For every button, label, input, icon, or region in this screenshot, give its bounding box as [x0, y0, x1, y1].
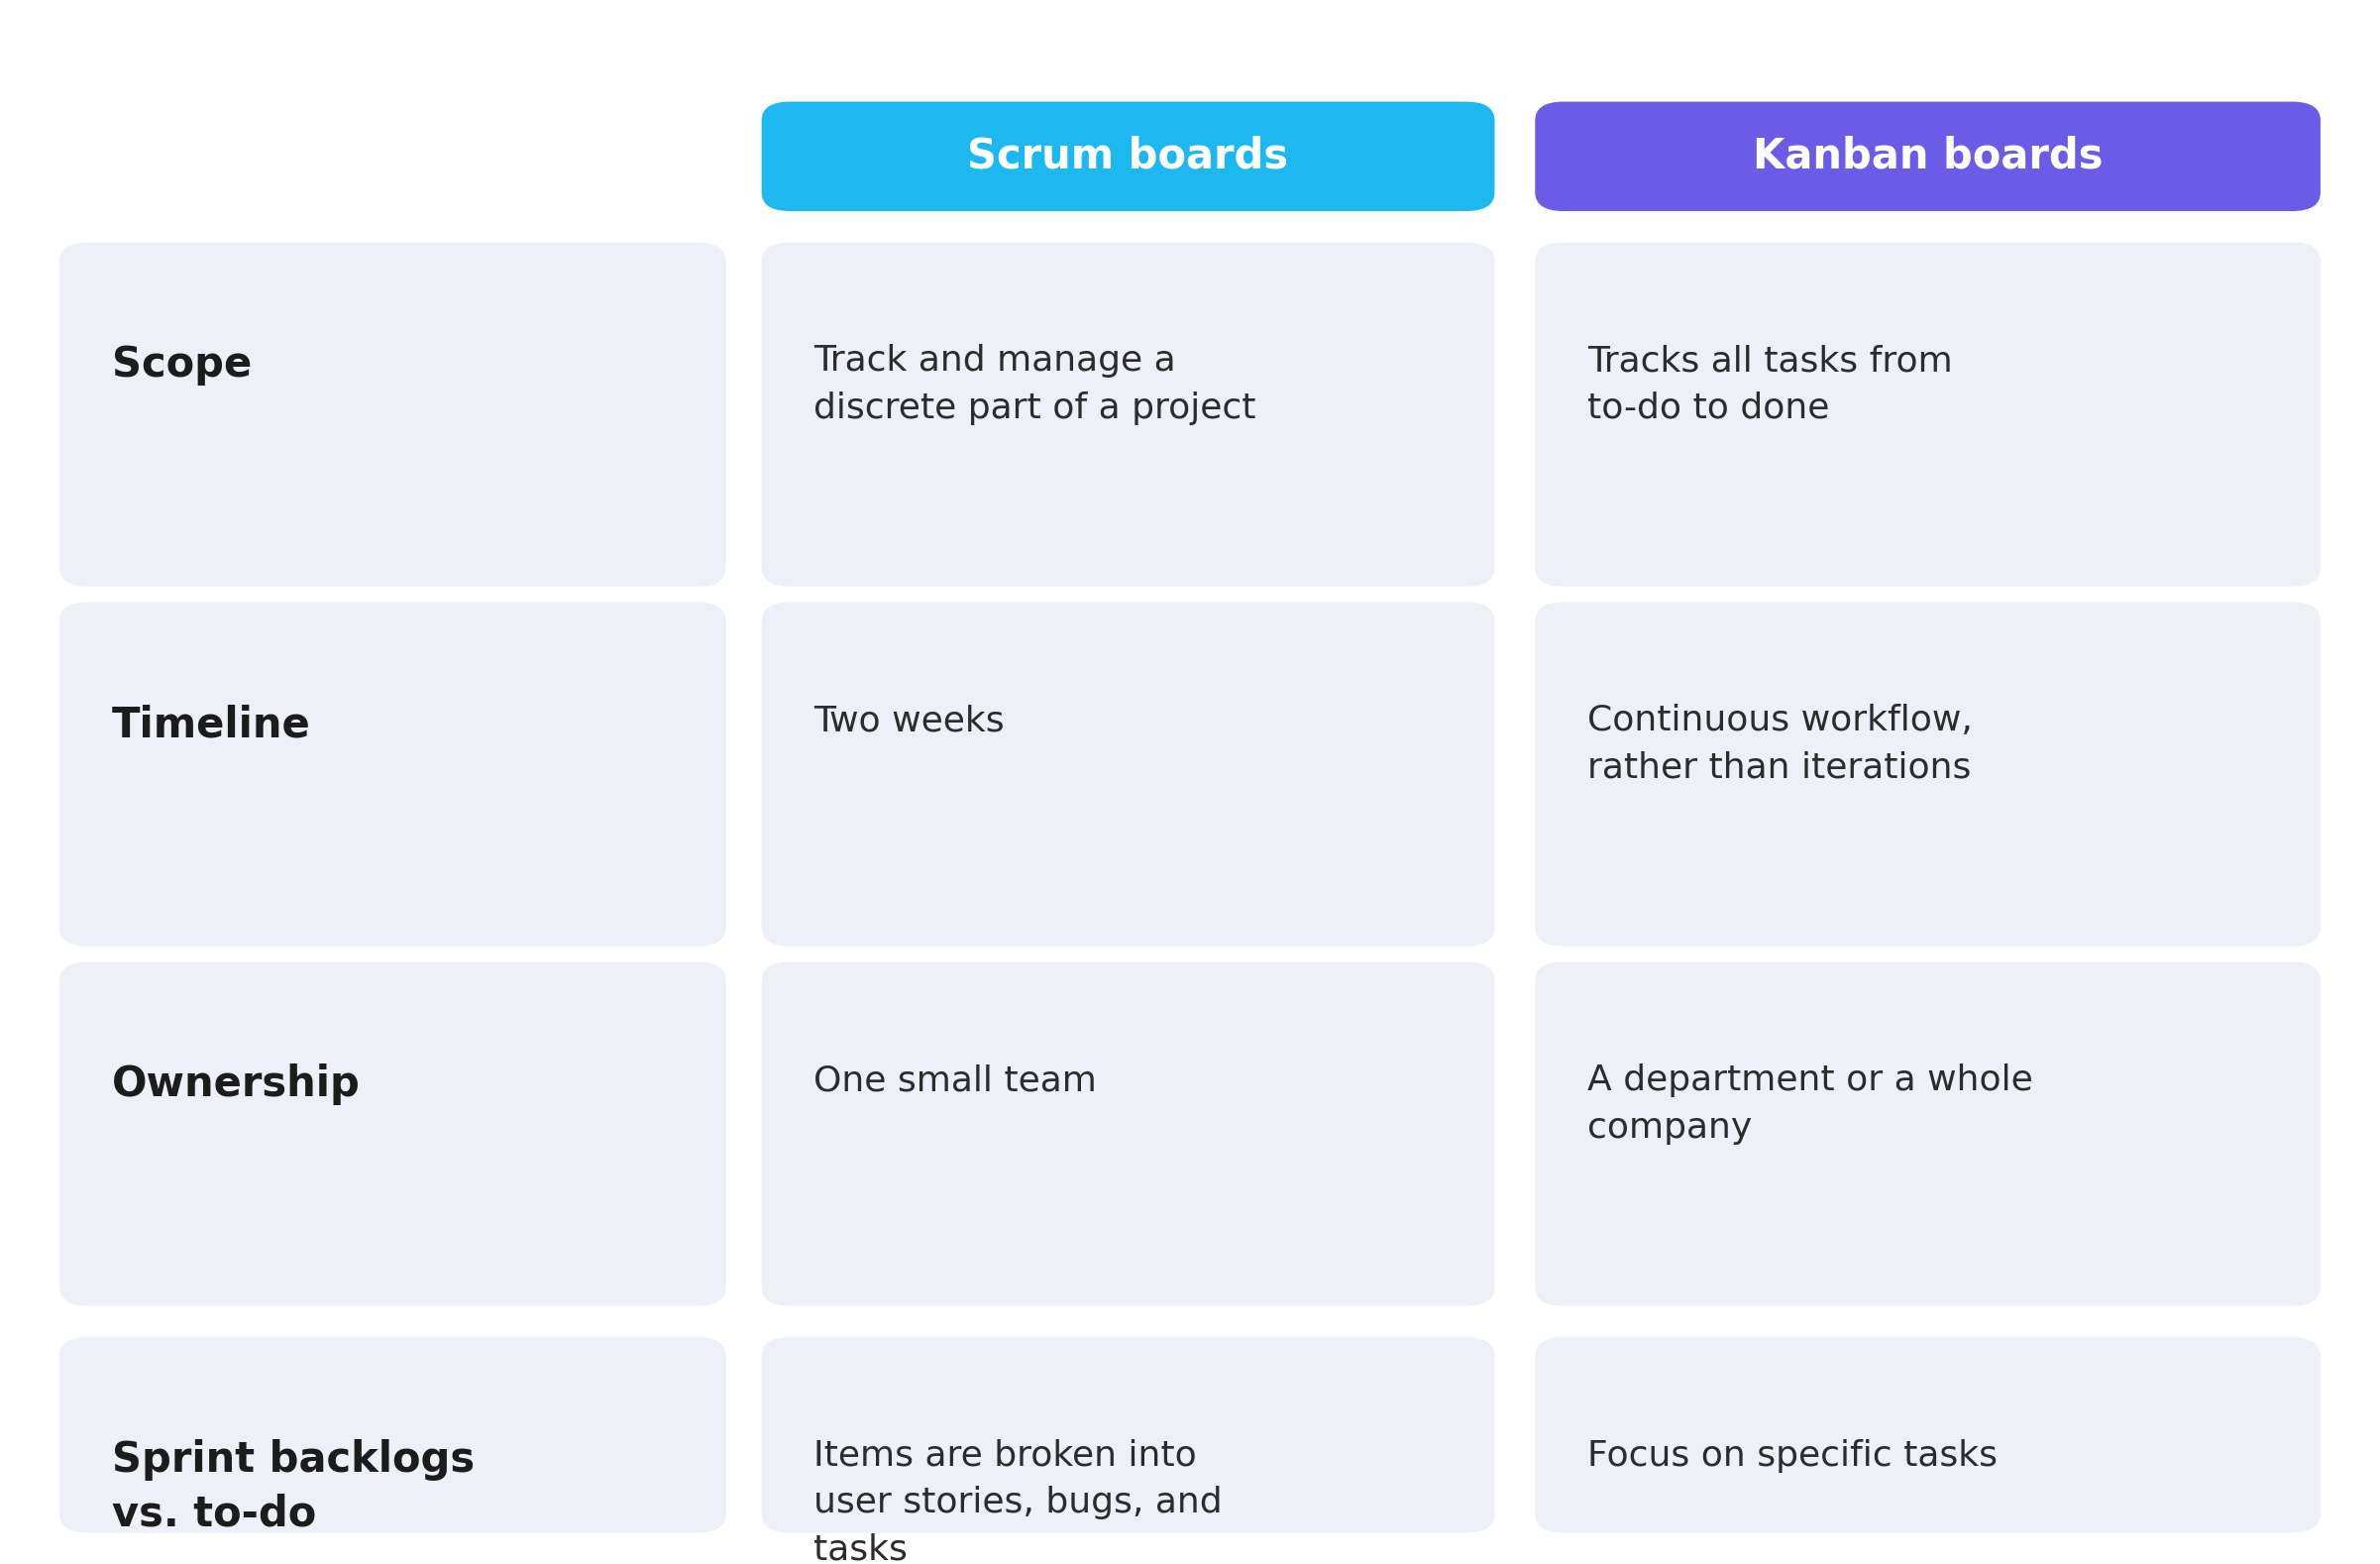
FancyBboxPatch shape — [1535, 102, 2320, 211]
FancyBboxPatch shape — [60, 242, 726, 586]
Text: Timeline: Timeline — [112, 704, 312, 746]
FancyBboxPatch shape — [1535, 602, 2320, 946]
Text: Items are broken into
user stories, bugs, and
tasks: Items are broken into user stories, bugs… — [814, 1439, 1223, 1564]
FancyBboxPatch shape — [60, 962, 726, 1306]
Text: A department or a whole
company: A department or a whole company — [1587, 1064, 2033, 1145]
FancyBboxPatch shape — [762, 242, 1495, 586]
FancyBboxPatch shape — [60, 602, 726, 946]
Text: One small team: One small team — [814, 1064, 1097, 1098]
FancyBboxPatch shape — [60, 1337, 726, 1533]
FancyBboxPatch shape — [1535, 1337, 2320, 1533]
FancyBboxPatch shape — [762, 962, 1495, 1306]
FancyBboxPatch shape — [762, 102, 1495, 211]
Text: Ownership: Ownership — [112, 1064, 359, 1106]
Text: Continuous workflow,
rather than iterations: Continuous workflow, rather than iterati… — [1587, 704, 1973, 785]
Text: Scrum boards: Scrum boards — [969, 136, 1288, 177]
Text: Scope: Scope — [112, 344, 252, 386]
Text: Sprint backlogs
vs. to-do: Sprint backlogs vs. to-do — [112, 1439, 474, 1536]
Text: Track and manage a
discrete part of a project: Track and manage a discrete part of a pr… — [814, 344, 1257, 425]
Text: Kanban boards: Kanban boards — [1752, 136, 2104, 177]
FancyBboxPatch shape — [1535, 962, 2320, 1306]
Text: Tracks all tasks from
to-do to done: Tracks all tasks from to-do to done — [1587, 344, 1954, 425]
FancyBboxPatch shape — [1535, 242, 2320, 586]
Text: Two weeks: Two weeks — [814, 704, 1004, 738]
FancyBboxPatch shape — [762, 602, 1495, 946]
Text: Focus on specific tasks: Focus on specific tasks — [1587, 1439, 1997, 1473]
FancyBboxPatch shape — [762, 1337, 1495, 1533]
